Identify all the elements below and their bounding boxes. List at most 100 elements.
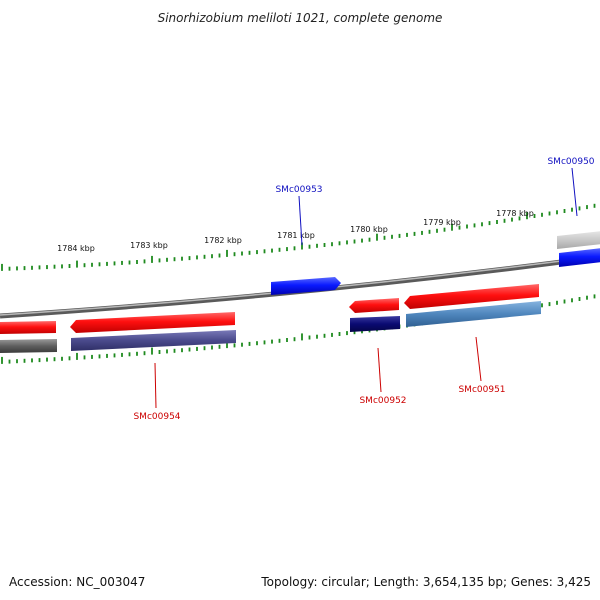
minor-tick [203,254,206,259]
scale-label: 1781 kbp [277,231,315,240]
minor-tick [271,339,273,344]
leader-line-smc00953 [298,195,303,246]
minor-tick [571,207,573,212]
gene-label-smc00954[interactable]: SMc00954 [133,412,180,422]
minor-tick [421,230,423,235]
minor-tick [241,251,243,256]
gene-label-smc00953[interactable]: SMc00953 [275,185,322,195]
minor-tick [563,209,566,213]
cog-feature-smc00952[interactable] [350,316,400,332]
minor-tick [413,231,416,236]
genome-backbone [0,254,600,319]
gene-label-smc00951[interactable]: SMc00951 [458,385,505,395]
minor-tick [121,352,123,357]
minor-tick [46,357,48,362]
minor-tick [578,297,581,301]
minor-tick [338,332,341,336]
minor-tick [38,358,41,363]
minor-tick [563,299,566,304]
major-tick [301,333,303,341]
minor-tick [323,333,326,338]
gene-label-smc00952[interactable]: SMc00952 [359,396,406,406]
minor-tick [503,218,506,223]
minor-tick [593,294,596,299]
gene-feature-smc00953[interactable] [271,277,341,295]
minor-tick [586,295,588,300]
minor-tick [106,353,108,358]
minor-tick [548,211,551,216]
gene-leader-lines [154,167,578,409]
gene-feature-smc00950[interactable] [559,248,600,267]
minor-tick [91,354,93,359]
minor-tick [23,358,26,363]
minor-tick [548,302,551,307]
leader-line-smc00952 [377,347,382,393]
minor-tick [218,344,221,349]
minor-tick [578,206,581,211]
cog-feature-left-edge[interactable] [0,339,57,353]
minor-tick [271,248,273,253]
minor-tick [173,257,176,262]
minor-tick [158,350,161,354]
minor-tick [23,266,26,271]
minor-tick [316,243,318,248]
minor-tick [31,265,33,270]
minor-tick [38,265,41,270]
minor-tick [488,221,491,226]
minor-tick [61,264,63,269]
minor-tick [196,346,198,351]
gene-feature-left-edge[interactable] [0,321,56,334]
minor-tick [16,266,18,271]
minor-tick [496,220,498,224]
minor-tick [466,224,468,229]
cog-feature-smc00950[interactable] [557,231,600,249]
minor-tick [106,261,108,266]
major-tick [151,255,153,263]
reverse-cds-track [0,284,539,334]
minor-tick [331,332,333,337]
minor-tick [293,246,296,251]
minor-tick [293,337,296,342]
minor-tick [361,329,363,334]
minor-tick [128,352,131,357]
minor-tick [53,264,56,269]
minor-tick [83,355,86,360]
gene-feature-smc00951[interactable] [404,284,539,309]
major-tick [226,341,228,349]
gene-feature-smc00952[interactable] [349,298,399,313]
leader-line-smc00950 [571,167,578,217]
minor-tick [473,223,476,228]
minor-tick [458,225,461,230]
minor-tick [158,258,161,263]
minor-tick [166,257,168,262]
major-tick [1,263,3,271]
minor-tick [68,264,71,268]
gene-feature-smc00954[interactable] [70,312,235,333]
minor-tick [166,349,168,354]
gene-label-smc00950[interactable]: SMc00950 [547,157,594,167]
minor-tick [533,214,536,218]
minor-tick [361,238,363,243]
minor-tick [31,358,33,363]
genome-backbone-highlight [0,255,600,316]
minor-tick [16,359,18,364]
minor-tick [353,330,356,335]
minor-tick [571,298,573,303]
major-tick [451,223,453,231]
minor-tick [398,233,401,238]
minor-tick [391,234,393,239]
cog-feature-smc00951[interactable] [406,301,541,327]
minor-tick [406,232,408,237]
scale-label: 1783 kbp [130,241,168,250]
minor-tick [323,243,326,247]
cog-feature-smc00954[interactable] [71,330,236,351]
minor-tick [368,237,371,242]
minor-tick [593,203,596,208]
minor-tick [143,259,146,264]
minor-tick [173,348,176,353]
minor-tick [481,222,483,227]
minor-tick [338,241,341,246]
major-tick [1,356,3,364]
minor-tick [383,235,386,240]
